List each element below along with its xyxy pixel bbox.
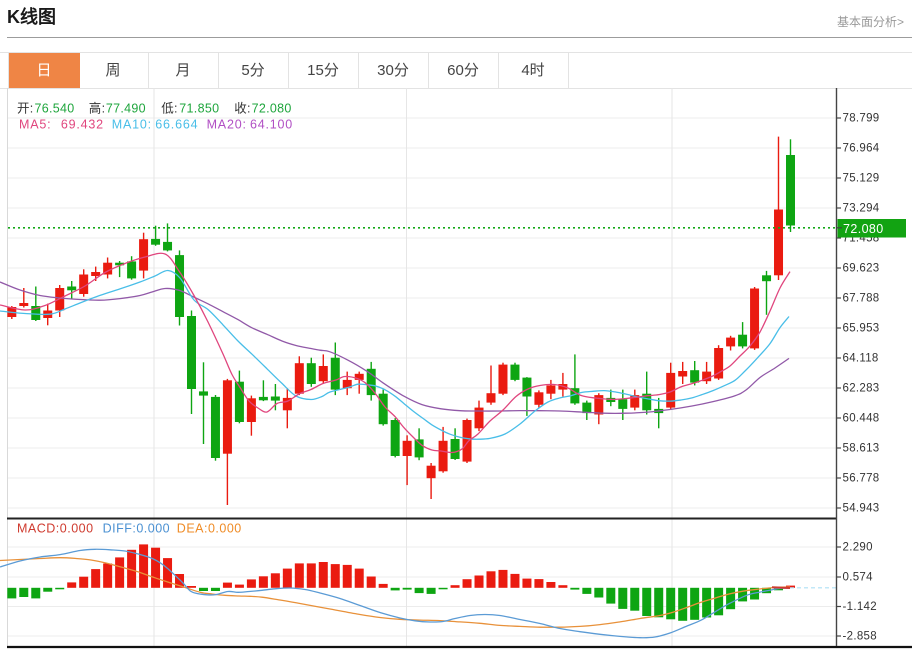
svg-text:65.953: 65.953 [843,323,880,335]
svg-text:62.283: 62.283 [843,383,880,395]
svg-text:69.623: 69.623 [843,263,880,275]
svg-text:72.080: 72.080 [843,222,884,236]
svg-text:2.290: 2.290 [843,542,873,554]
svg-text:54.943: 54.943 [843,503,880,515]
svg-text:75.129: 75.129 [843,173,880,185]
svg-text:67.788: 67.788 [843,293,880,305]
svg-text:60.448: 60.448 [843,413,880,425]
svg-text:-1.142: -1.142 [843,601,877,613]
svg-text:-2.858: -2.858 [843,631,877,643]
svg-text:64.118: 64.118 [843,353,879,365]
svg-text:0.574: 0.574 [843,572,874,584]
svg-text:73.294: 73.294 [843,203,880,215]
svg-text:78.799: 78.799 [843,113,880,125]
svg-text:76.964: 76.964 [843,143,880,155]
svg-text:58.613: 58.613 [843,443,880,455]
svg-text:56.778: 56.778 [843,473,880,485]
